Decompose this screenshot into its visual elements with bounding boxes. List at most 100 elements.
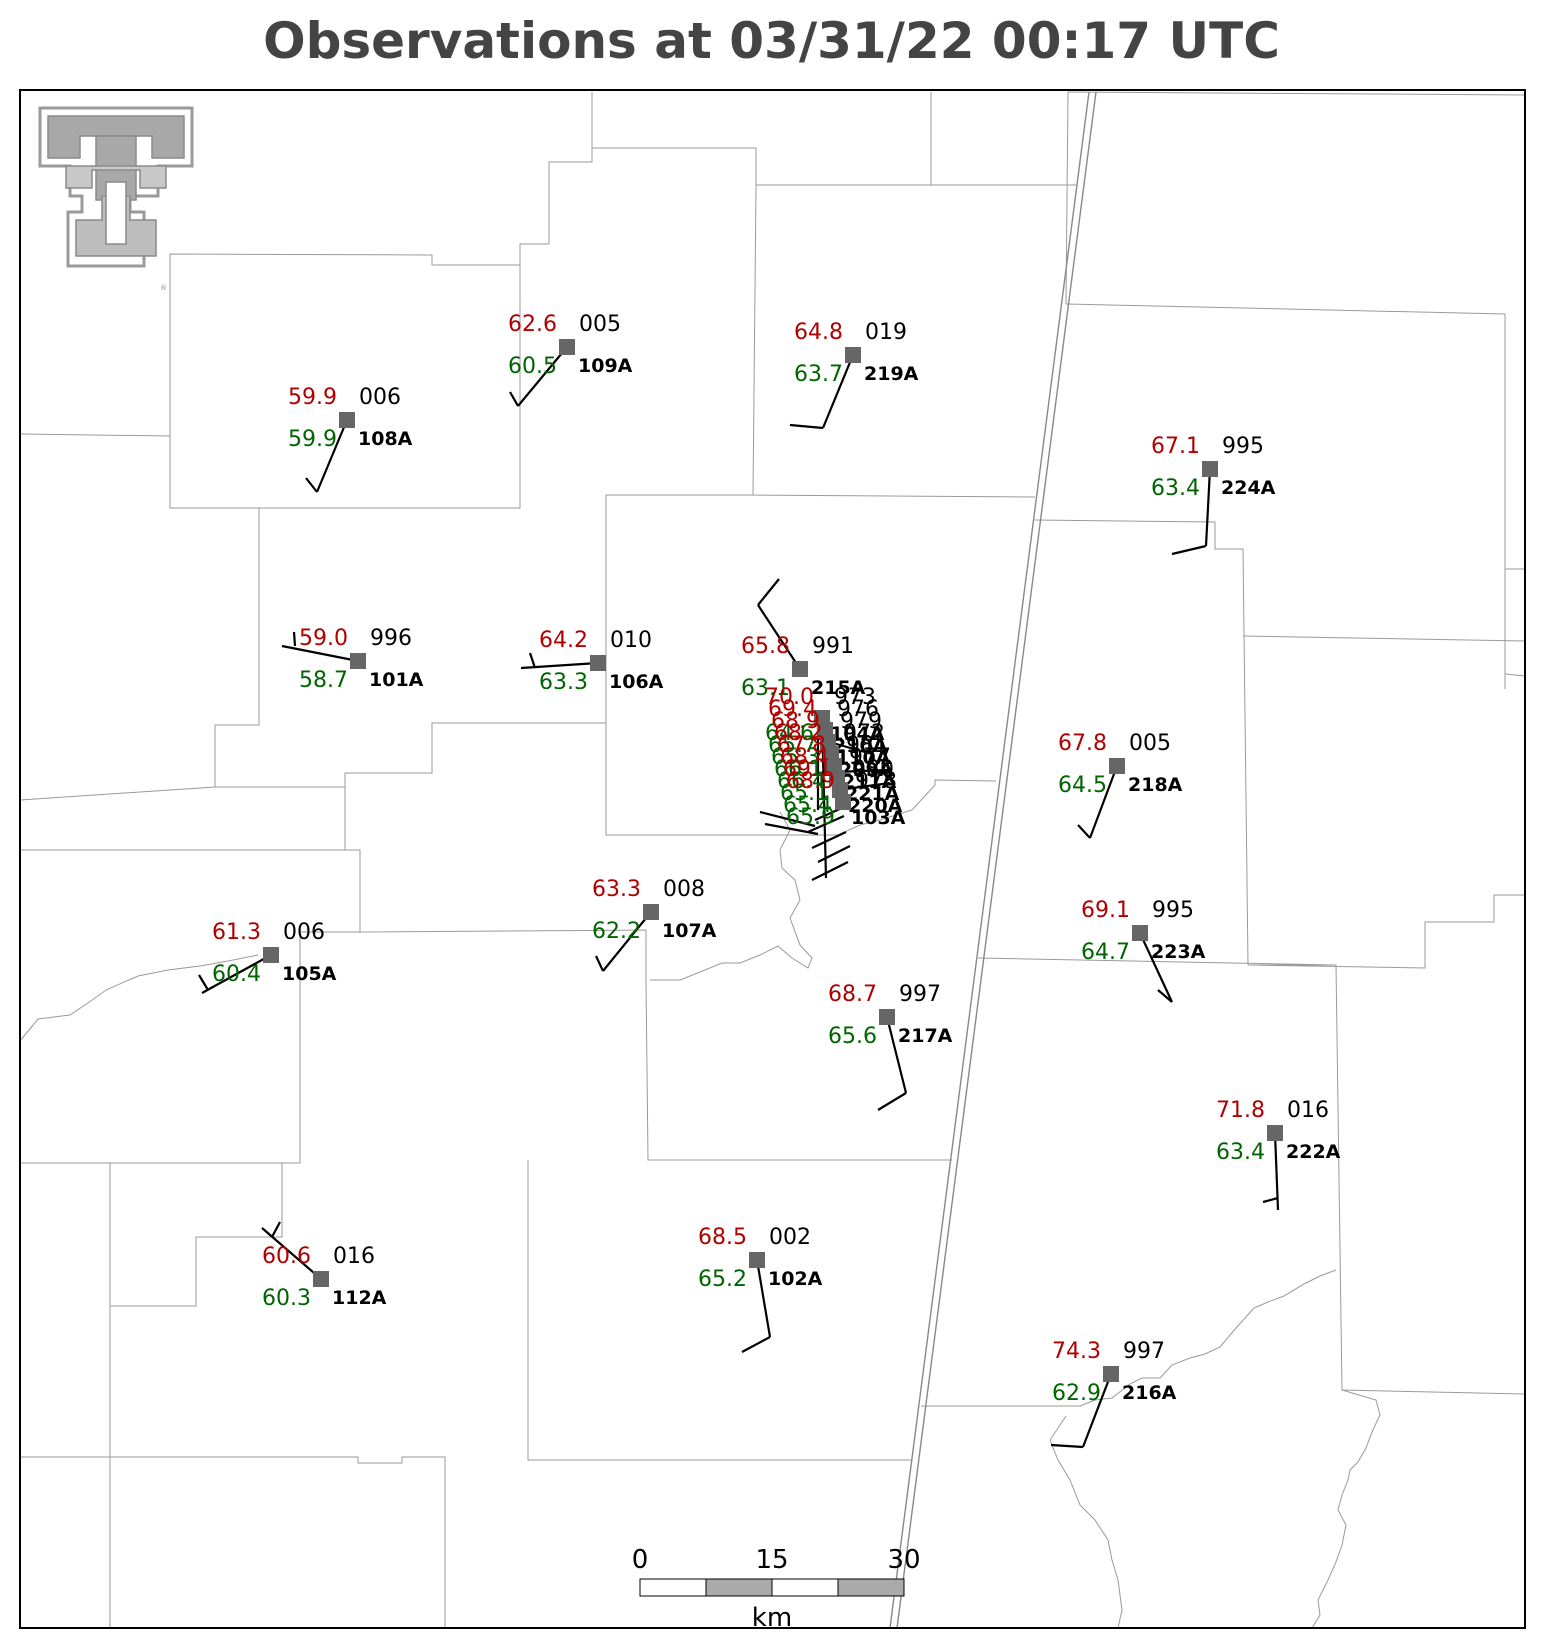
station-pressure: 005 (579, 312, 621, 337)
station-temperature: 67.1 (1151, 434, 1200, 459)
station-pressure: 976 (837, 697, 879, 722)
station-temperature: 69.1 (1081, 898, 1130, 923)
station-plot: 64.8 019 63.7 219A (789, 320, 919, 430)
station-dewpoint: 66.4 (777, 769, 826, 794)
station-marker (559, 339, 575, 355)
station-id: 220A (848, 795, 903, 817)
scale-bar: 0 15 30 km (632, 1545, 921, 1633)
station-marker (643, 904, 659, 920)
station-temperature: 67.8 (777, 733, 826, 758)
station-marker (1267, 1125, 1283, 1141)
station-dewpoint: 65.4 (783, 793, 832, 818)
station-marker (879, 1009, 895, 1025)
station-temperature: 64.8 (794, 320, 843, 345)
station-pressure: 006 (283, 920, 325, 945)
station-dewpoint: 64.5 (1058, 773, 1107, 798)
wind-barb (764, 822, 819, 836)
wind-barb (595, 955, 604, 972)
station-id: 109A (578, 355, 633, 377)
station-pressure: 981 (846, 733, 888, 758)
station-id: 107A (662, 920, 717, 942)
station-temperature: 69.4 (768, 697, 817, 722)
station-plot: 65.8 991 63.1 215A (741, 578, 866, 701)
wind-barb (315, 419, 349, 493)
station-temperature: 64.2 (539, 628, 588, 653)
texas-tech-double-t-logo: ® (38, 106, 194, 292)
station-dewpoint: 66.1 (774, 757, 823, 782)
map-frame (19, 89, 1526, 1629)
wind-barb (807, 814, 845, 834)
wind-barb (757, 578, 780, 606)
station-plot: 67.1 995 63.4 224A (1151, 434, 1276, 556)
scale-unit-label: km (752, 1603, 792, 1633)
station-marker (792, 661, 808, 677)
station-temperature: 68.9 (771, 709, 820, 734)
station-temperature: 67.8 (1058, 731, 1107, 756)
station-temperature: 71.8 (1216, 1098, 1265, 1123)
wind-barb (305, 477, 318, 493)
wind-barb (1139, 932, 1173, 1003)
station-id: 218A (1128, 774, 1183, 796)
wind-barb (1157, 989, 1173, 1003)
station-plot: 64.2 010 63.3 106A (520, 628, 664, 695)
station-plot: 59.0 996 58.7 101A (281, 626, 424, 693)
wind-barb (1262, 1196, 1279, 1204)
station-plot: 71.8 016 63.4 222A (1216, 1098, 1341, 1211)
station-id: 102A (768, 1268, 823, 1290)
station-marker (313, 1271, 329, 1287)
station-id: 104A (830, 723, 885, 745)
station-dewpoint: 65.3 (771, 745, 820, 770)
station-temperature: 60.6 (262, 1244, 311, 1269)
wind-barb (1050, 1443, 1084, 1449)
station-marker (835, 794, 851, 810)
station-id: 106A (609, 671, 664, 693)
wind-barb (528, 652, 537, 669)
station-dewpoint: 64.6 (765, 721, 814, 746)
station-dewpoint: 64.7 (1081, 940, 1130, 965)
station-marker (590, 655, 606, 671)
station-pressure: 972 (843, 721, 885, 746)
station-marker (1103, 1366, 1119, 1382)
wind-barb (759, 810, 816, 828)
station-marker (1132, 925, 1148, 941)
station-temperature: 65.8 (741, 634, 790, 659)
scale-segment (639, 1578, 707, 1597)
wind-barb (271, 1221, 281, 1238)
wind-barb (509, 391, 519, 407)
wind-barb (281, 644, 359, 663)
station-id: 209A (839, 759, 894, 781)
station-pressure: 978 (855, 769, 897, 794)
station-pressure: 973 (834, 685, 876, 710)
station-pressure: 006 (359, 385, 401, 410)
station-temperature: 59.0 (299, 626, 348, 651)
station-plot: 60.6 016 60.3 112A (261, 1221, 387, 1311)
wind-barb (741, 1336, 771, 1353)
station-id: 105A (282, 963, 337, 985)
station-id: 217A (898, 1025, 953, 1047)
station-pressure: 991 (812, 634, 854, 659)
wind-barb (602, 911, 652, 972)
station-id: 108A (358, 428, 413, 450)
station-pressure: 980 (852, 757, 894, 782)
station-temperature: 59.9 (288, 385, 337, 410)
station-pressure: 996 (370, 626, 412, 651)
wind-barb (821, 354, 855, 429)
station-temperature: 68.2 (774, 721, 823, 746)
station-temperature: 62.6 (508, 312, 557, 337)
station-dewpoint: 60.5 (508, 354, 557, 379)
station-id: 216A (1122, 1382, 1177, 1404)
station-pressure: 005 (1129, 731, 1171, 756)
station-pressure: 995 (1222, 434, 1264, 459)
station-temperature: 68.5 (698, 1225, 747, 1250)
station-dewpoint: 65.2 (698, 1267, 747, 1292)
station-dewpoint: 62.2 (592, 919, 641, 944)
wind-barb (811, 831, 847, 849)
wind-barb (1171, 544, 1207, 556)
station-plot: 69.1 995 64.7 223A (1081, 898, 1206, 1003)
wind-barb (1081, 1373, 1113, 1448)
station-dewpoint: 63.3 (539, 670, 588, 695)
station-marker (1202, 461, 1218, 477)
station-pressure: 002 (769, 1225, 811, 1250)
station-dewpoint: 62.9 (1052, 1381, 1101, 1406)
